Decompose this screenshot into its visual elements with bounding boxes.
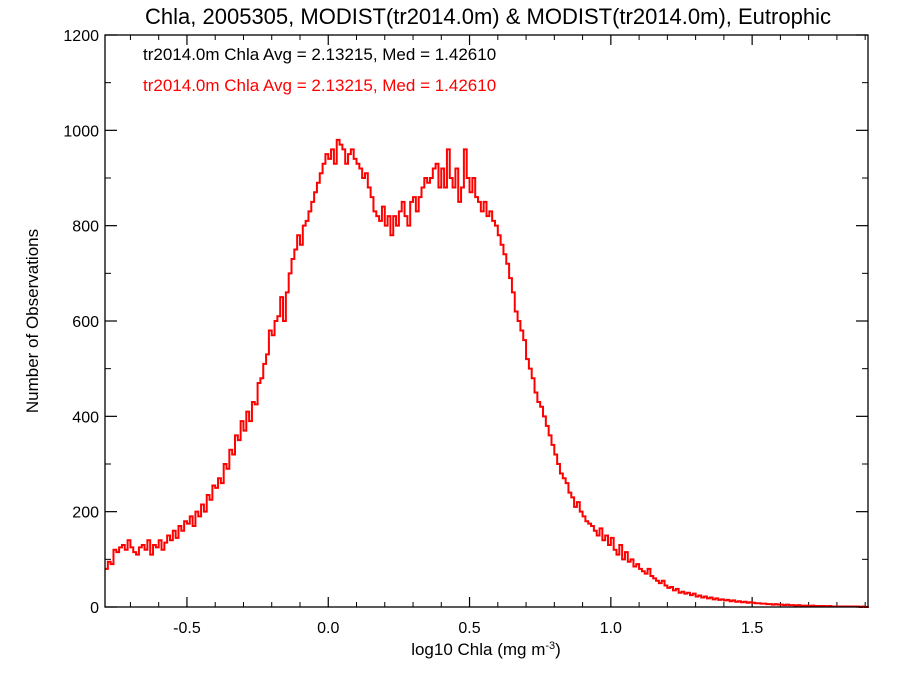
annotation-black: tr2014.0m Chla Avg = 2.13215, Med = 1.42… bbox=[143, 45, 496, 64]
series-group bbox=[105, 138, 869, 608]
y-tick-labels: 0 200 400 600 800 1000 1200 bbox=[63, 28, 99, 617]
x-tick-label: 0.5 bbox=[458, 620, 480, 637]
axis-ticks bbox=[105, 34, 868, 608]
y-tick-label: 800 bbox=[72, 219, 99, 236]
x-tick-label: -0.5 bbox=[173, 620, 201, 637]
annotation-red: tr2014.0m Chla Avg = 2.13215, Med = 1.42… bbox=[143, 76, 496, 95]
x-tick-label: 1.5 bbox=[741, 620, 763, 637]
x-tick-labels: -0.5 0.0 0.5 1.0 1.5 bbox=[173, 620, 763, 637]
x-tick-label: 0.0 bbox=[317, 620, 339, 637]
x-axis-label-superscript: -3 bbox=[545, 640, 555, 652]
x-tick-label: 1.0 bbox=[600, 620, 622, 637]
y-tick-label: 1200 bbox=[63, 28, 99, 45]
y-tick-label: 0 bbox=[90, 600, 99, 617]
y-tick-label: 1000 bbox=[63, 123, 99, 140]
chart-title: Chla, 2005305, MODIST(tr2014.0m) & MODIS… bbox=[145, 4, 831, 29]
x-axis-label-close: ) bbox=[555, 640, 561, 659]
y-tick-label: 200 bbox=[72, 505, 99, 522]
x-axis-label: log10 Chla (mg m-3) bbox=[411, 640, 561, 659]
plot-frame bbox=[104, 34, 869, 608]
x-axis-label-main: log10 Chla (mg m bbox=[411, 640, 545, 659]
histogram-series-line bbox=[105, 138, 869, 608]
y-tick-label: 400 bbox=[72, 409, 99, 426]
y-axis-label: Number of Observations bbox=[23, 229, 42, 413]
y-tick-label: 600 bbox=[72, 314, 99, 331]
